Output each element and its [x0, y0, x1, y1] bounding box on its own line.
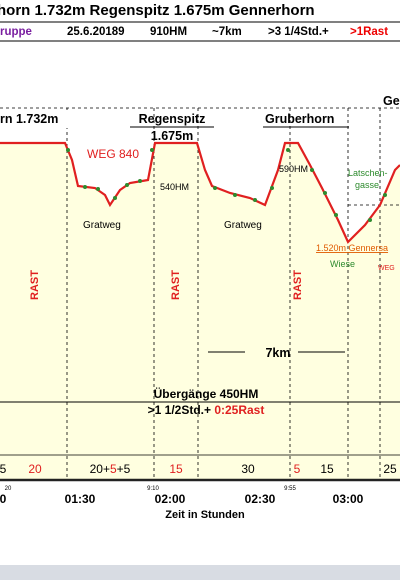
peak-label: Ge — [383, 94, 400, 108]
summary: >1 1/2Std.+ 0:25Rast — [148, 403, 265, 417]
summary: Übergänge 450HM — [154, 386, 259, 401]
annotation: Latschen- — [348, 168, 388, 178]
rest: >1Rast — [350, 26, 388, 38]
profile-line — [0, 141, 400, 244]
peak-label: Gruberhorn — [265, 112, 334, 126]
annotation: 540HM — [160, 182, 189, 192]
annotation: Gratweg — [224, 220, 262, 231]
segment-part: 5 — [110, 462, 117, 476]
segment-part: +5 — [117, 462, 131, 476]
segment: 20 — [28, 462, 42, 476]
clock: 9:10 — [147, 486, 159, 492]
profile-fill — [0, 143, 400, 480]
rest-label: RAST — [170, 270, 182, 300]
duration: >3 1/4Std.+ — [268, 26, 329, 38]
tick-label: 03:00 — [333, 492, 364, 506]
annotation: 590HM — [279, 164, 308, 174]
date: 25.6.20189 — [67, 26, 125, 38]
segment: 30 — [241, 462, 255, 476]
annotation: 1.520m Gennersa — [316, 243, 388, 253]
segment: 15 — [169, 462, 183, 476]
segment: 5 — [294, 462, 301, 476]
distance-label: 7km — [265, 346, 290, 360]
tick-label: 02:30 — [245, 492, 276, 506]
trees — [66, 148, 387, 222]
window-frame — [0, 565, 400, 580]
tick-label: 02:00 — [155, 492, 186, 506]
annotation: gasse — [355, 180, 379, 190]
group: ruppe — [0, 26, 32, 38]
clock: 20 — [5, 486, 12, 492]
summary-part: >1 1/2Std.+ — [148, 403, 215, 417]
tick-label: 01:30 — [65, 492, 96, 506]
verticals — [66, 108, 400, 480]
clock: 9:55 — [284, 486, 296, 492]
title: horn 1.732m Regenspitz 1.675m Gennerhorn — [0, 2, 315, 19]
tick-label: 0 — [0, 492, 7, 506]
summary-part: 0:25Rast — [214, 403, 264, 417]
peak-label: Regenspitz — [139, 112, 206, 126]
segment: 25 — [383, 462, 397, 476]
distance: ~7km — [212, 26, 242, 38]
annotation: WEG — [378, 265, 395, 272]
rest-label: RAST — [29, 270, 41, 300]
rest-label: RAST — [292, 270, 304, 300]
annotation: WEG 840 — [87, 147, 139, 161]
axis-label: Zeit in Stunden — [165, 509, 245, 521]
segment: 15 — [320, 462, 334, 476]
peak-box — [0, 110, 68, 128]
segment: 20+5+5 — [90, 462, 131, 476]
climb: 910HM — [150, 26, 187, 38]
peak-label: 1.675m — [151, 129, 193, 143]
segment-part: 20+ — [90, 462, 110, 476]
peak-label: rn 1.732m — [0, 112, 58, 126]
annotation: Wiese — [330, 259, 355, 269]
segment: 5 — [0, 462, 7, 476]
annotation: Gratweg — [83, 220, 121, 231]
